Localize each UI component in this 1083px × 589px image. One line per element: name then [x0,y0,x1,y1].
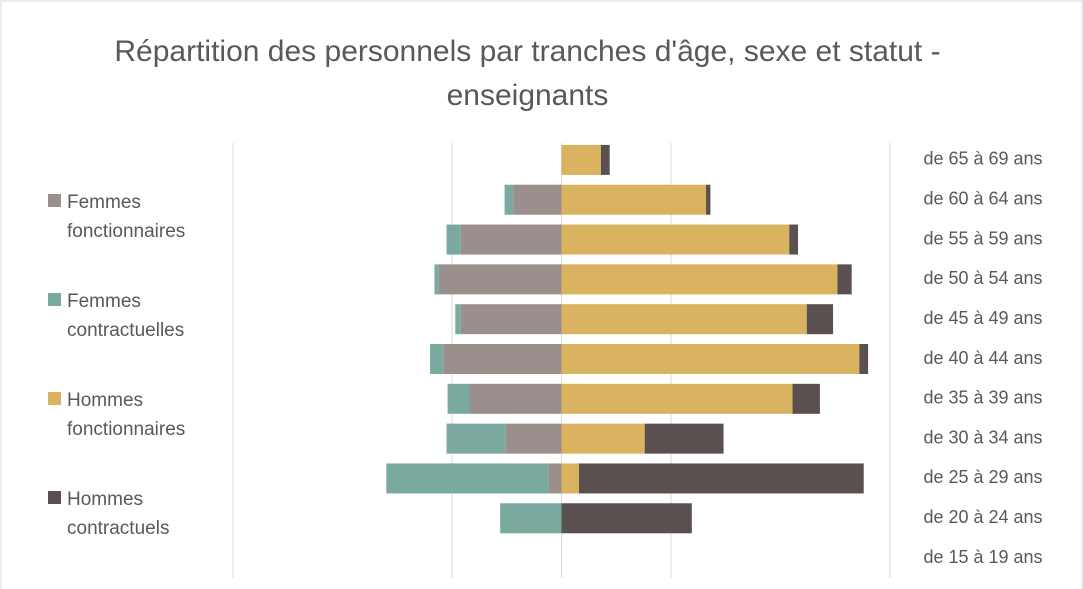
category-label: de 50 à 54 ans [923,268,1042,288]
bar [837,264,852,295]
category-label: de 60 à 64 ans [923,188,1042,208]
bar [859,344,869,374]
bar [430,344,444,374]
bar [561,264,838,295]
bar [561,224,790,255]
bar [438,264,562,295]
bar [561,383,793,414]
legend-swatch [48,293,61,306]
bar [789,224,799,255]
bar [455,304,461,335]
bar [548,463,562,494]
bar [561,423,645,454]
bar [706,184,711,215]
category-label: de 25 à 29 ans [923,467,1042,487]
legend-label: Hommes contractuels [67,489,170,539]
bar [561,144,601,175]
bar [447,383,470,414]
bar [561,184,707,215]
category-label: de 30 à 34 ans [923,427,1042,447]
bar [561,503,692,534]
bar [386,463,549,494]
legend-swatch [48,194,61,207]
bar [806,304,834,335]
bar [504,184,514,215]
legend-label: Femmes contractuelles [67,291,185,341]
category-label: de 65 à 69 ans [923,149,1042,169]
bar [561,463,580,494]
bar [579,463,864,494]
category-label: de 45 à 49 ans [923,308,1042,328]
bar [561,344,860,374]
bar [446,224,461,255]
chart-title: Répartition des personnels par tranches … [114,35,941,112]
bar [600,144,610,175]
legend-label: Hommes fonctionnaires [67,390,186,440]
category-label: de 35 à 39 ans [923,388,1042,408]
bar [561,304,807,335]
bar [469,383,562,414]
bar [460,304,562,335]
bar [443,344,562,374]
bar [644,423,724,454]
bar [505,423,562,454]
bar [434,264,439,295]
legend-swatch [48,491,61,504]
bar [500,503,562,534]
category-label: de 20 à 24 ans [923,507,1042,527]
category-label: de 55 à 59 ans [923,228,1042,248]
bar [460,224,562,255]
legend-label: Femmes fonctionnaires [67,192,186,242]
category-label: de 40 à 44 ans [923,348,1042,368]
bar [446,423,506,454]
legend-swatch [48,392,61,405]
bar [513,184,562,215]
category-label: de 15 à 19 ans [923,547,1042,567]
bar [792,383,820,414]
